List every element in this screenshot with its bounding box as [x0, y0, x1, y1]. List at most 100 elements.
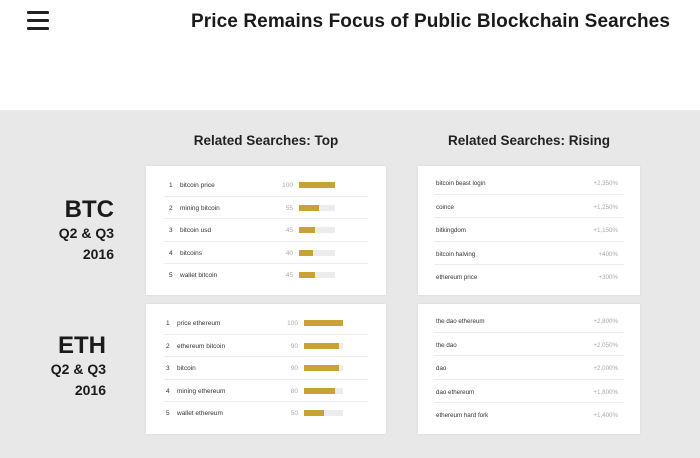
coin-name: ETH — [58, 332, 106, 359]
search-term: bitcoin beast login — [436, 180, 486, 187]
score-bar — [304, 410, 324, 417]
period-label: Q2 & Q3 — [58, 225, 114, 241]
table-row: ethereum hard fork +1,400% — [434, 403, 624, 427]
table-row: 4 bitcoins 40 — [164, 242, 368, 265]
rank-number: 4 — [169, 249, 173, 257]
rising-change: +1,250% — [593, 203, 618, 211]
score-bar-track — [304, 342, 343, 349]
rank-number: 4 — [166, 387, 170, 395]
search-term: bitcoin halving — [436, 250, 476, 258]
score-bar-track — [299, 227, 335, 234]
search-score: 80 — [290, 387, 298, 395]
rising-change: +1,800% — [593, 388, 618, 396]
score-bar — [304, 365, 340, 372]
period-label: Q2 & Q3 — [50, 361, 106, 377]
search-term: bitcoin price — [180, 182, 215, 189]
table-row: 5 wallet ethereum 50 — [164, 402, 368, 425]
table-row: ethereum price +300% — [434, 265, 624, 289]
search-term: mining bitcoin — [180, 204, 220, 212]
table-row: bitcoin halving +400% — [434, 242, 624, 266]
search-term: bitcoins — [180, 249, 203, 257]
search-score: 45 — [285, 227, 293, 235]
rising-change: +1,150% — [593, 227, 618, 235]
column-heading-top: Related Searches: Top — [193, 133, 339, 148]
score-bar-track — [299, 204, 335, 211]
search-term: ethereum bitcoin — [177, 342, 226, 350]
score-bar — [299, 227, 316, 234]
search-score: 90 — [290, 342, 298, 350]
search-term: ethereum hard fork — [436, 412, 489, 420]
search-score: 55 — [285, 204, 293, 212]
hamburger-menu-icon[interactable] — [27, 10, 49, 30]
table-row: dao ethereum +1,800% — [434, 380, 624, 404]
search-term: bitcoin — [177, 365, 196, 373]
rising-change: +2,000% — [593, 365, 618, 373]
rank-number: 5 — [166, 410, 170, 418]
score-bar-track — [304, 387, 343, 394]
table-row: 3 bitcoin 90 — [164, 357, 368, 380]
rising-search-list: the dao ethereum +2,800% the dao +2,050% dao… — [418, 304, 640, 433]
score-bar — [304, 320, 343, 326]
search-term: bitkingdom — [436, 227, 466, 235]
search-score: 90 — [290, 365, 298, 373]
table-row: 1 price ethereum 100 — [164, 312, 368, 335]
rank-number: 1 — [169, 182, 173, 189]
rank-number: 5 — [169, 272, 173, 280]
score-bar-track — [299, 249, 335, 256]
search-term: the dao ethereum — [436, 318, 485, 325]
score-bar-track — [299, 182, 335, 188]
search-term: bitcoin usd — [180, 227, 212, 235]
search-term: the dao — [436, 341, 457, 349]
top-search-list: 1 bitcoin price 100 2 mining bitcoin 55 3 bitco… — [146, 166, 386, 293]
search-score: 40 — [285, 249, 293, 257]
year-label: 2016 — [74, 382, 106, 398]
score-bar — [299, 182, 335, 188]
top-search-list: 1 price ethereum 100 2 ethereum bitcoin 90 3 bi… — [146, 304, 386, 431]
search-term: wallet ethereum — [177, 410, 223, 418]
row-label-eth: ETH Q2 & Q3 2016 — [20, 333, 106, 401]
table-row: bitkingdom +1,150% — [434, 218, 624, 242]
score-bar-track — [304, 320, 343, 326]
header: Price Remains Focus of Public Blockchain… — [0, 0, 700, 110]
score-bar — [299, 249, 314, 256]
search-term: dao — [436, 365, 447, 373]
rising-change: +1,400% — [593, 412, 618, 420]
search-term: price ethereum — [177, 320, 221, 327]
rising-change: +400% — [598, 250, 618, 258]
rising-change: +2,800% — [593, 318, 618, 325]
score-bar — [299, 272, 316, 279]
rank-number: 2 — [166, 342, 170, 350]
score-bar — [299, 204, 319, 211]
year-label: 2016 — [82, 246, 114, 262]
table-row: 4 mining ethereum 80 — [164, 380, 368, 403]
rising-change: +300% — [598, 274, 618, 282]
row-label-btc: BTC Q2 & Q3 2016 — [20, 197, 114, 265]
table-row: 2 ethereum bitcoin 90 — [164, 335, 368, 358]
search-term: coince — [436, 203, 454, 211]
search-term: ethereum price — [436, 274, 478, 282]
score-bar — [304, 387, 336, 394]
rank-number: 2 — [169, 204, 173, 212]
search-score: 50 — [290, 410, 298, 418]
column-heading-rising: Related Searches: Rising — [447, 133, 611, 148]
table-row: 2 mining bitcoin 55 — [164, 197, 368, 220]
search-term: wallet bitcoin — [180, 272, 218, 280]
coin-name: BTC — [64, 196, 114, 223]
table-row: dao +2,000% — [434, 356, 624, 380]
table-row: 3 bitcoin usd 45 — [164, 219, 368, 242]
search-score: 100 — [287, 320, 298, 327]
rising-search-list: bitcoin beast login +2,350% coince +1,250% b… — [418, 166, 640, 295]
score-bar — [304, 342, 340, 349]
rising-change: +2,050% — [593, 341, 618, 349]
score-bar-track — [299, 272, 335, 279]
page-title: Price Remains Focus of Public Blockchain… — [190, 11, 670, 32]
search-term: mining ethereum — [177, 387, 226, 395]
table-row: the dao ethereum +2,800% — [434, 309, 624, 333]
table-row: 1 bitcoin price 100 — [164, 174, 368, 197]
btc-top-searches-card: 1 bitcoin price 100 2 mining bitcoin 55 3 bitco… — [146, 166, 386, 295]
table-row: 5 wallet bitcoin 45 — [164, 264, 368, 287]
eth-top-searches-card: 1 price ethereum 100 2 ethereum bitcoin 90 3 bi… — [146, 304, 386, 434]
rising-change: +2,350% — [593, 180, 618, 187]
rank-number: 3 — [166, 365, 170, 373]
eth-rising-searches-card: the dao ethereum +2,800% the dao +2,050% dao… — [418, 304, 640, 434]
